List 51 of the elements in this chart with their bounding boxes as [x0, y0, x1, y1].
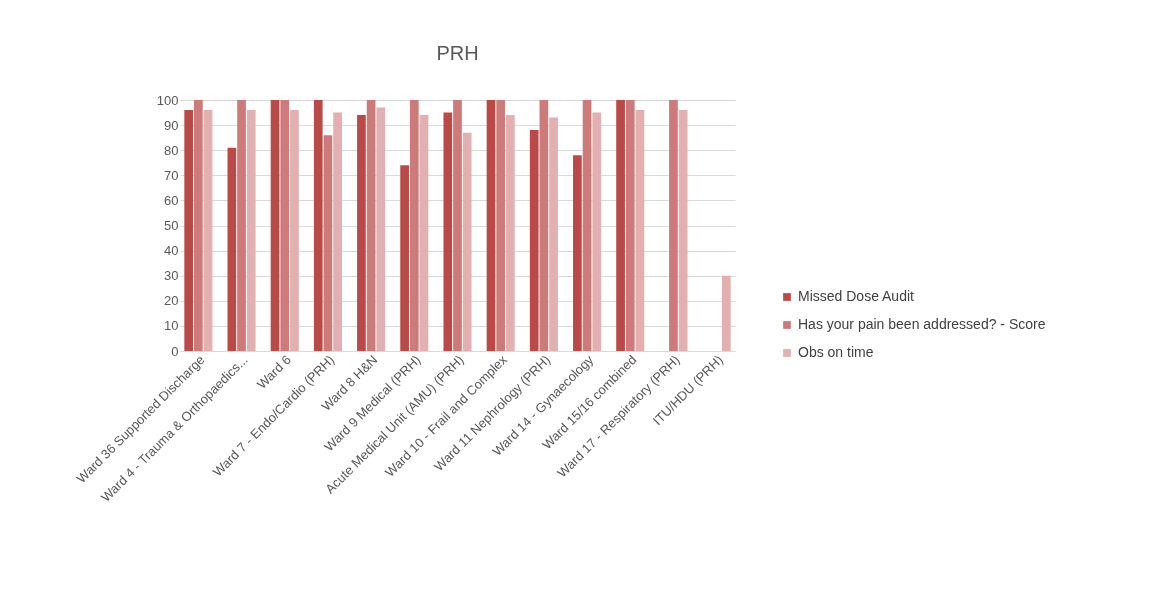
y-tick-label: 50	[164, 218, 179, 233]
bar	[582, 100, 592, 351]
y-tick-label: 60	[164, 192, 179, 208]
bar	[496, 100, 506, 351]
y-tick-label: 10	[164, 318, 179, 334]
bar	[539, 100, 549, 351]
legend-label: Has your pain been addressed? - Score	[798, 316, 1046, 332]
bar	[323, 135, 333, 351]
bar	[486, 100, 496, 351]
bar	[333, 112, 342, 351]
bar	[625, 100, 635, 351]
bar	[227, 147, 237, 351]
y-tick-label: 80	[164, 142, 179, 158]
bar	[194, 100, 203, 351]
bar	[184, 110, 194, 351]
bar	[549, 117, 558, 351]
bar	[453, 100, 462, 351]
bar	[357, 115, 366, 351]
y-tick-label: 70	[164, 167, 179, 183]
bar	[635, 110, 645, 351]
bar	[203, 110, 213, 351]
legend-label: Missed Dose Audit	[798, 288, 915, 304]
y-tick-label: 90	[164, 117, 179, 133]
bar	[237, 100, 246, 351]
bar	[400, 165, 409, 351]
bar	[462, 132, 472, 351]
y-tick-label: 30	[164, 268, 179, 284]
bar	[669, 100, 678, 351]
chart-title: PRH	[436, 42, 479, 64]
bar	[280, 100, 290, 351]
y-tick-label: 0	[171, 343, 179, 359]
bar	[506, 115, 515, 351]
bar	[313, 100, 323, 351]
bar	[290, 110, 299, 351]
y-tick-label: 40	[164, 243, 179, 259]
bar	[529, 130, 539, 351]
bar	[409, 100, 419, 351]
bar	[270, 100, 280, 351]
y-tick-label: 20	[164, 293, 179, 309]
bar	[721, 275, 731, 351]
bar	[443, 112, 453, 351]
bar	[592, 112, 602, 351]
bar	[616, 100, 625, 351]
bar	[246, 110, 256, 351]
bar	[366, 100, 376, 351]
y-tick-label: 100	[156, 92, 179, 108]
bar	[376, 107, 386, 351]
bar	[678, 110, 688, 351]
bar	[573, 155, 582, 351]
bar	[419, 115, 429, 351]
legend-label: Obs on time	[798, 344, 874, 360]
